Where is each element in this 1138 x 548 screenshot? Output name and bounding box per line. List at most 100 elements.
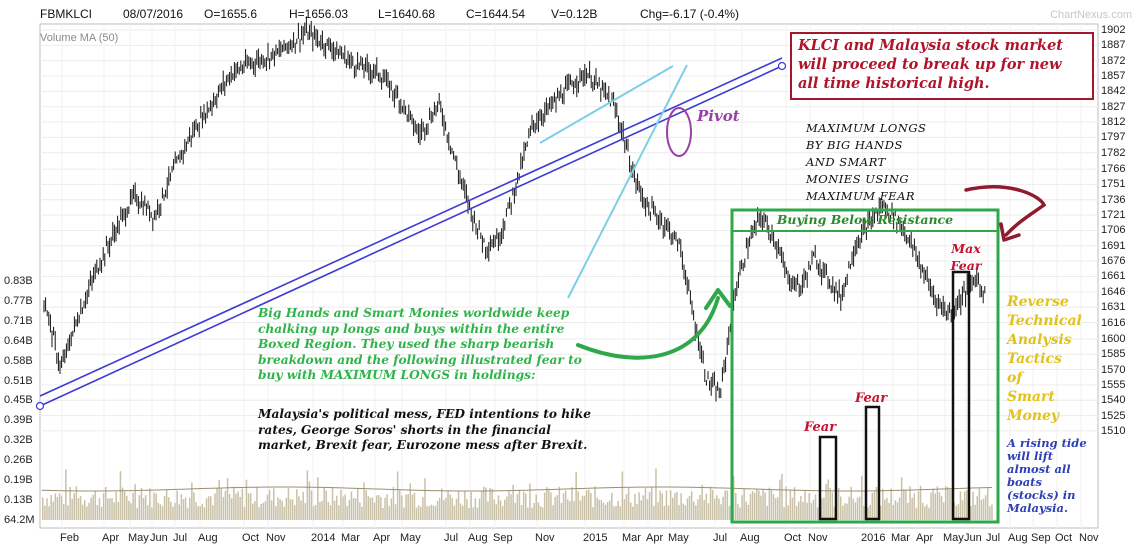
- volume-bar: [917, 491, 920, 520]
- volume-bar: [781, 473, 783, 520]
- volume-bar: [228, 494, 231, 520]
- volume-bar: [52, 501, 54, 520]
- volume-bar: [697, 499, 699, 520]
- volume-bar: [592, 507, 594, 520]
- volume-bar: [531, 507, 533, 520]
- time-tick-label: Nov: [1079, 532, 1099, 544]
- volume-bar: [657, 502, 659, 520]
- volume-bar: [926, 504, 928, 520]
- volume-bar: [136, 507, 138, 520]
- volume-bar: [537, 502, 540, 520]
- volume-bar: [632, 506, 634, 520]
- volume-bar: [777, 497, 779, 520]
- volume-ma-line: [41, 486, 993, 492]
- price-tick-label: 1646: [1101, 285, 1126, 298]
- volume-bar: [417, 505, 420, 520]
- volume-bar: [644, 488, 647, 520]
- volume-bar: [455, 498, 458, 520]
- volume-bar: [434, 505, 437, 520]
- volume-bar: [896, 502, 899, 520]
- volume-bar: [850, 486, 852, 520]
- volume-bar: [955, 505, 957, 520]
- volume-bar: [648, 492, 651, 520]
- volume-bar: [174, 502, 176, 520]
- time-tick-label: Nov: [535, 532, 555, 544]
- volume-bar: [739, 507, 741, 520]
- volume-bar: [134, 484, 136, 520]
- volume-bar: [237, 491, 239, 520]
- volume-bar: [497, 495, 500, 520]
- price-tick-label: 1525: [1101, 409, 1126, 422]
- price-tick-label: 1706: [1101, 224, 1126, 237]
- open-value: O=1655.6: [204, 7, 258, 21]
- volume-bar: [44, 505, 46, 520]
- volume-bar: [594, 486, 596, 520]
- volume-bar: [428, 506, 430, 520]
- volume-bar: [132, 492, 134, 520]
- volume-bar: [327, 501, 330, 520]
- volume-bar: [758, 490, 760, 520]
- volume-bar: [151, 507, 153, 520]
- date-label: 08/07/2016: [123, 7, 184, 21]
- volume-bar: [732, 475, 735, 520]
- volume-bar: [182, 499, 185, 520]
- volume-bar: [741, 495, 743, 520]
- time-tick-label: 2015: [583, 532, 608, 544]
- volume-bar: [273, 488, 275, 520]
- volume-bar: [678, 505, 680, 520]
- volume-bar: [222, 497, 225, 520]
- volume-bar: [642, 495, 645, 520]
- volume-bar: [231, 498, 233, 520]
- volume-bar: [172, 506, 174, 520]
- time-tick-label: May: [128, 532, 149, 544]
- volume-bar: [382, 507, 384, 520]
- volume-bar: [840, 496, 842, 520]
- max-longs-note: MAXIMUM LONGS BY BIG HANDS AND SMART MON…: [806, 120, 926, 205]
- price-tick-label: 1661: [1101, 270, 1126, 283]
- price-tick-label: 1887: [1101, 39, 1126, 52]
- price-tick-label: 1631: [1101, 301, 1126, 314]
- volume-bar: [634, 493, 636, 520]
- volume-bar: [367, 496, 369, 520]
- volume-bar: [703, 500, 705, 520]
- volume-bar: [804, 491, 806, 520]
- red-arrow-curve: [964, 185, 1047, 237]
- volume-bar: [779, 479, 781, 520]
- volume-bar: [373, 502, 376, 520]
- volume-bar: [119, 471, 122, 520]
- volume-bar: [287, 488, 290, 520]
- price-tick-label: 1540: [1101, 394, 1126, 407]
- volume-bar: [342, 496, 344, 520]
- volume-bar: [447, 490, 449, 520]
- volume-bar: [829, 487, 831, 520]
- volume-bar: [600, 500, 603, 520]
- volume-tick-label: 64.2M: [4, 513, 35, 526]
- volume-bar: [266, 494, 269, 520]
- volume-bar: [302, 491, 304, 520]
- volume-bar: [512, 484, 514, 520]
- volume-bar: [369, 497, 372, 520]
- volume-bar: [474, 498, 477, 520]
- volume-bar: [890, 488, 892, 520]
- volume-bar: [802, 501, 804, 520]
- time-tick-label: Mar: [891, 532, 910, 544]
- volume-bar: [420, 506, 422, 520]
- volume-bar: [191, 482, 193, 520]
- volume-bar: [441, 488, 443, 520]
- volume-bar: [905, 490, 907, 520]
- volume-bar: [861, 475, 863, 520]
- volume-bar: [541, 507, 544, 520]
- volume-bar: [262, 502, 264, 520]
- volume-bar: [949, 489, 951, 520]
- price-tick-label: 1510: [1101, 424, 1126, 437]
- volume-bar: [606, 501, 609, 520]
- volume-bar: [207, 496, 210, 520]
- volume-bar: [220, 488, 222, 520]
- volume-bar: [111, 498, 113, 520]
- volume-bar: [394, 504, 397, 520]
- volume-bar: [277, 497, 279, 520]
- volume-bar: [69, 486, 71, 520]
- symbol-label: FBMKLCI: [40, 7, 93, 21]
